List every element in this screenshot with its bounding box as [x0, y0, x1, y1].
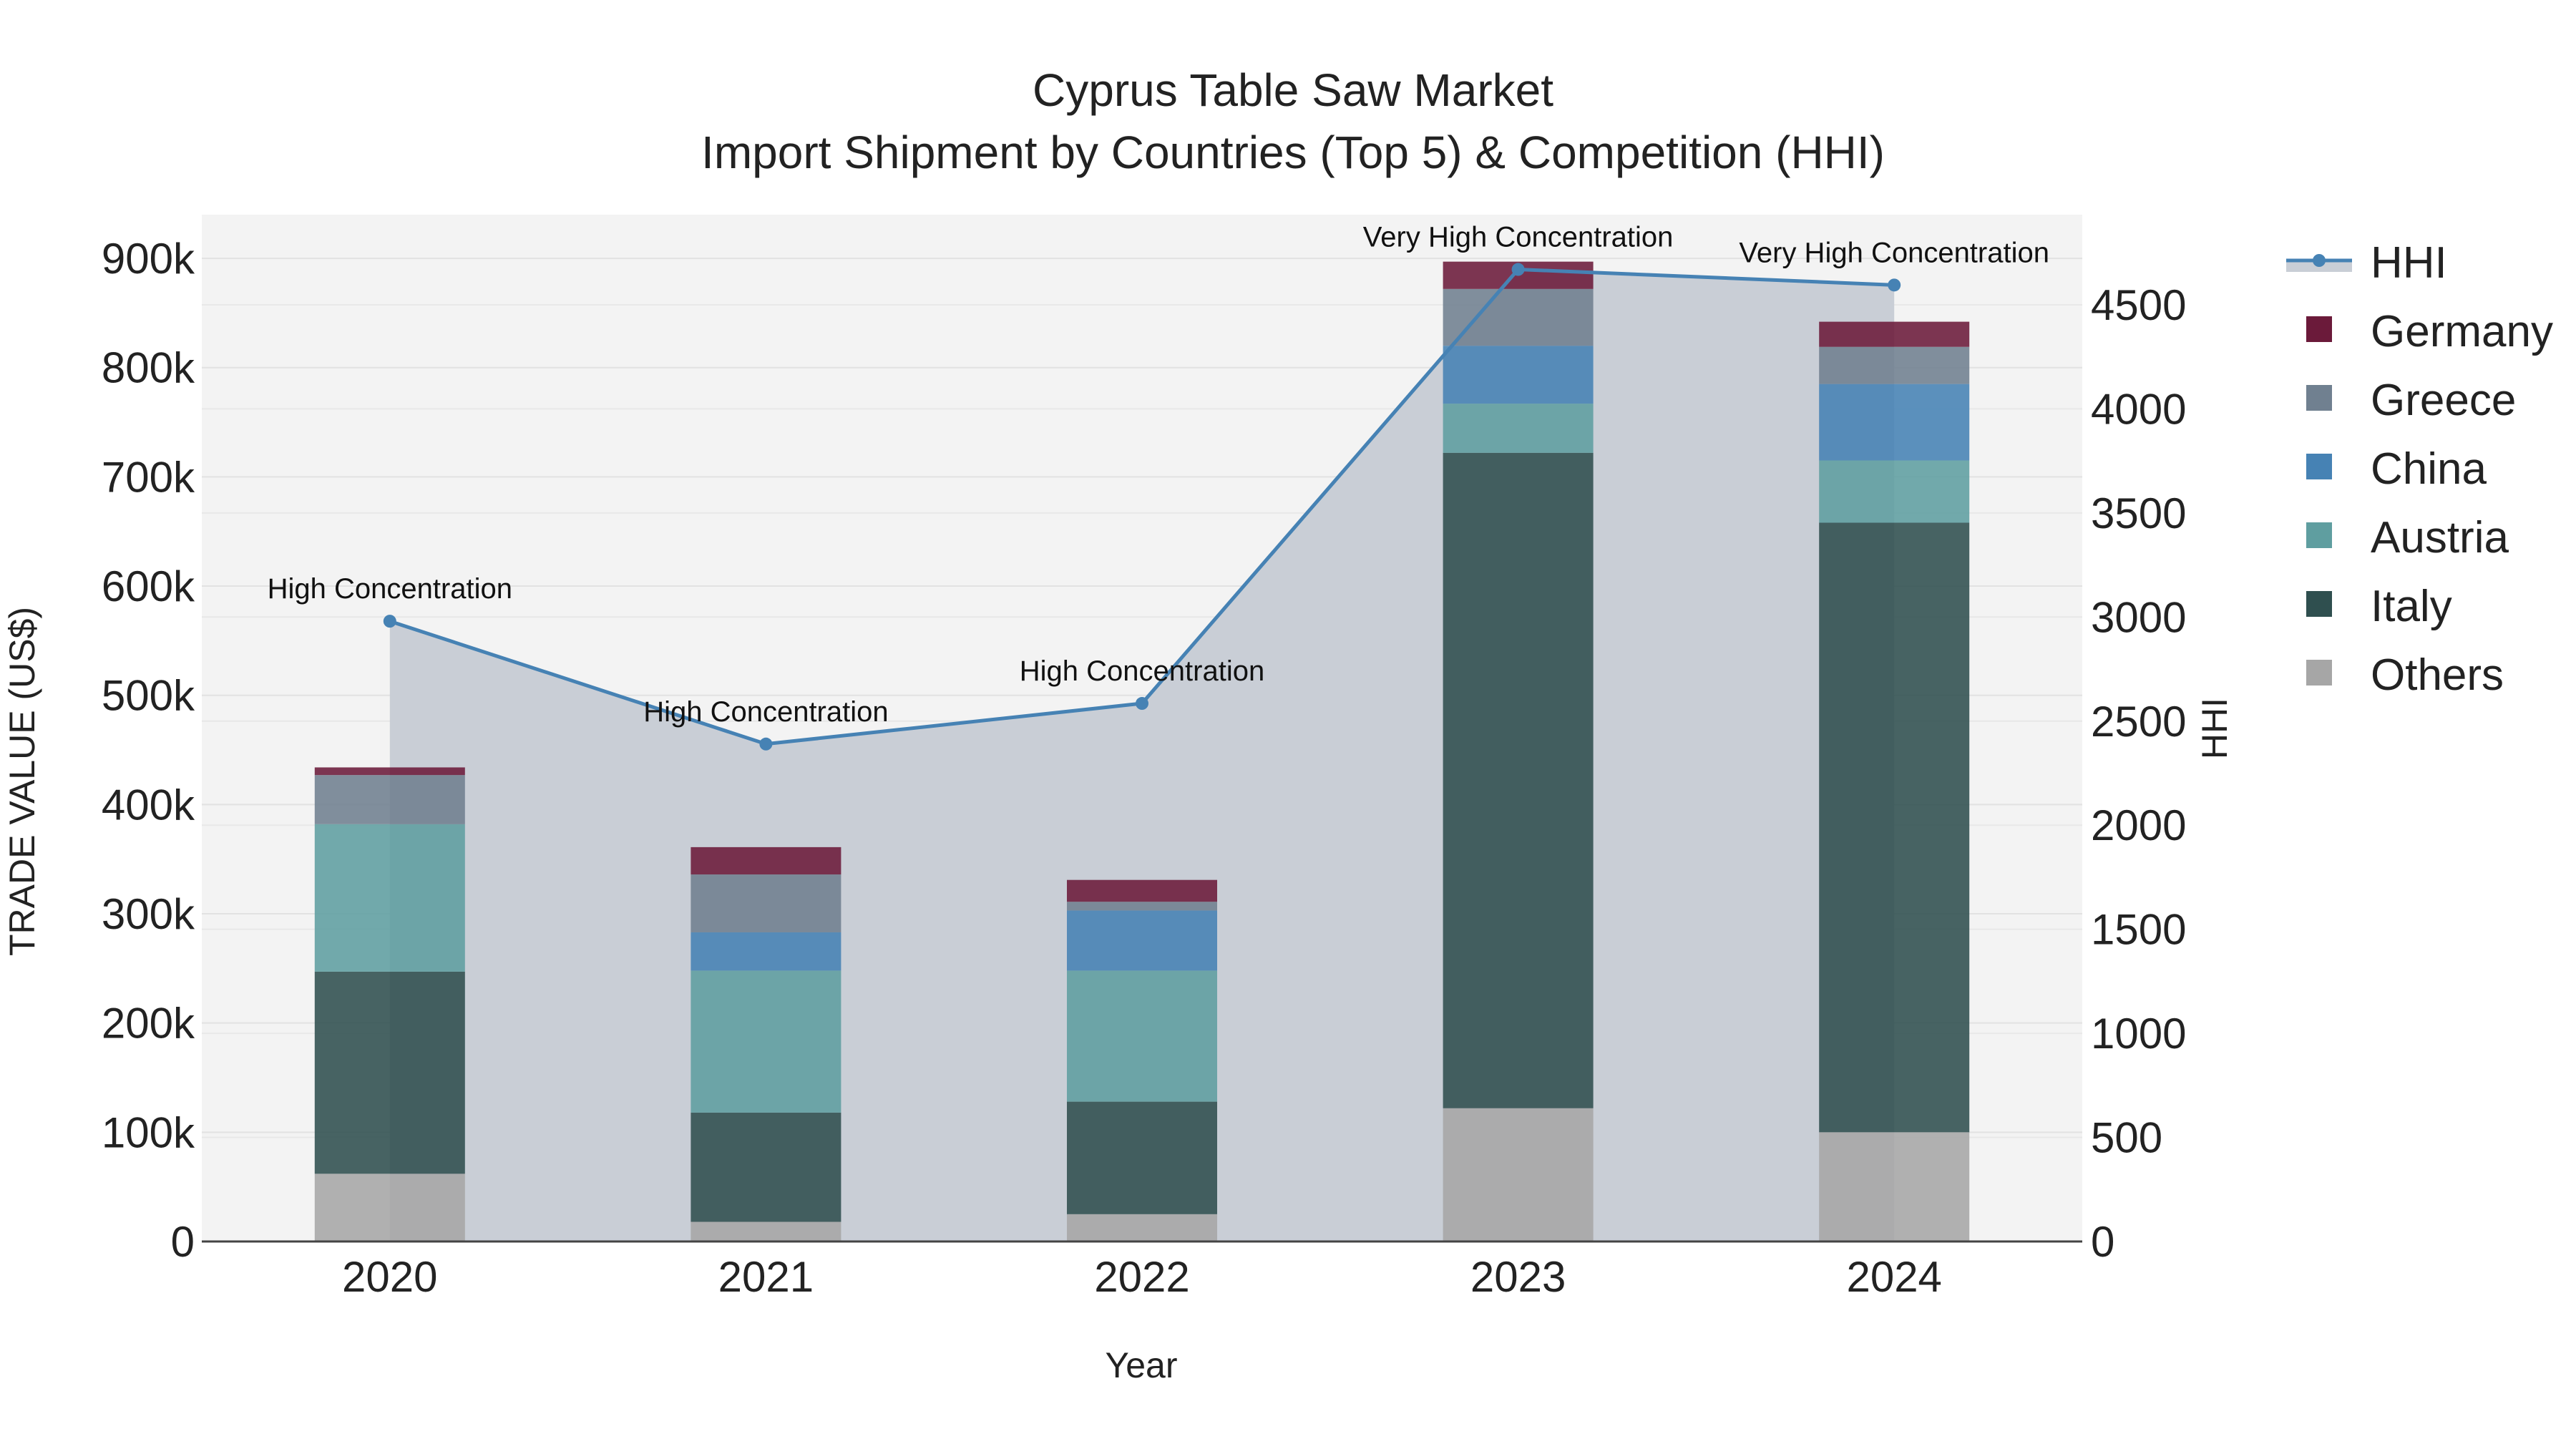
bar-china-2022 — [1067, 910, 1217, 971]
x-tick-label-2024: 2024 — [1846, 1253, 1941, 1301]
y2-axis-ticks: 0 500 1000 1500 2000 2500 3000 3500 4000 4500 — [2091, 281, 2186, 1266]
hhi-annotation-2021: High Concentration — [643, 696, 888, 728]
bar-greece-2023 — [1443, 288, 1594, 346]
hhi-point-2024 — [1888, 278, 1901, 292]
legend-swatch-greece — [2306, 385, 2332, 411]
y-axis-title: TRADE VALUE (US$) — [2, 607, 42, 956]
y2-tick-label: 4500 — [2091, 281, 2186, 329]
x-axis-ticks: 2020 2021 2022 2023 2024 — [342, 1253, 1942, 1301]
bar-austria-2023 — [1443, 404, 1594, 453]
legend-label-greece[interactable]: Greece — [2371, 376, 2516, 425]
legend-swatch-austria — [2306, 522, 2332, 548]
legend-label-germany[interactable]: Germany — [2371, 307, 2553, 356]
y-tick-label: 500k — [102, 672, 195, 720]
y-axis-ticks: 0 100k 200k 300k 400k 500k 600k 700k 800k 900k — [102, 235, 195, 1266]
bar-austria-2024 — [1819, 460, 1970, 523]
y-tick-label: 800k — [102, 344, 195, 392]
x-axis-title: Year — [1105, 1345, 1177, 1385]
bar-germany-2022 — [1067, 879, 1217, 902]
y-tick-label: 600k — [102, 562, 195, 610]
x-tick-label-2023: 2023 — [1470, 1253, 1566, 1301]
bar-italy-2021 — [691, 1112, 841, 1222]
legend-label-austria[interactable]: Austria — [2371, 513, 2509, 562]
legend: HHI Germany Greece China Austria Italy Others — [2286, 238, 2553, 700]
bar-italy-2024 — [1819, 522, 1970, 1133]
hhi-point-2022 — [1136, 697, 1148, 711]
y2-tick-label: 1000 — [2091, 1010, 2186, 1058]
bar-others-2023 — [1443, 1108, 1594, 1241]
y2-tick-label: 2500 — [2091, 698, 2186, 746]
hhi-point-2023 — [1511, 263, 1525, 276]
y2-tick-label: 2000 — [2091, 801, 2186, 849]
legend-swatch-italy — [2306, 591, 2332, 617]
legend-swatch-others — [2306, 660, 2332, 686]
legend-label-italy[interactable]: Italy — [2371, 582, 2452, 631]
legend-label-others[interactable]: Others — [2371, 650, 2504, 700]
bar-austria-2022 — [1067, 970, 1217, 1102]
annotations: High Concentration High Concentration High… — [268, 222, 2049, 728]
y2-tick-label: 3500 — [2091, 489, 2186, 537]
bar-germany-2024 — [1819, 321, 1970, 347]
y-tick-label: 700k — [102, 453, 195, 501]
bars — [314, 261, 1970, 1241]
bar-china-2024 — [1819, 384, 1970, 461]
bar-greece-2020 — [314, 775, 465, 824]
legend-marker-hhi — [2313, 254, 2326, 267]
y2-tick-label: 0 — [2091, 1218, 2114, 1266]
bar-others-2022 — [1067, 1214, 1217, 1241]
legend-swatch-china — [2306, 454, 2332, 479]
y2-tick-label: 3000 — [2091, 593, 2186, 641]
bar-italy-2023 — [1443, 452, 1594, 1108]
bar-austria-2021 — [691, 970, 841, 1113]
y-tick-label: 400k — [102, 781, 195, 829]
legend-swatch-germany — [2306, 316, 2332, 342]
y-tick-label: 0 — [171, 1218, 195, 1266]
bar-germany-2021 — [691, 847, 841, 875]
bar-others-2024 — [1819, 1132, 1970, 1241]
bar-others-2020 — [314, 1174, 465, 1241]
bar-greece-2024 — [1819, 346, 1970, 384]
hhi-annotation-2023: Very High Concentration — [1363, 222, 1674, 253]
y2-tick-label: 4000 — [2091, 385, 2186, 433]
legend-label-china[interactable]: China — [2371, 444, 2487, 494]
hhi-point-2021 — [759, 737, 773, 751]
chart-subtitle: Import Shipment by Countries (Top 5) & C… — [701, 127, 1885, 178]
bar-austria-2020 — [314, 824, 465, 972]
y2-tick-label: 500 — [2091, 1114, 2162, 1162]
hhi-annotation-2024: Very High Concentration — [1739, 237, 2049, 268]
x-tick-label-2021: 2021 — [718, 1253, 814, 1301]
legend-label-hhi[interactable]: HHI — [2371, 238, 2447, 288]
y2-axis-title: HHI — [2195, 698, 2235, 759]
chart-title: Cyprus Table Saw Market — [1033, 64, 1553, 116]
hhi-line-group — [383, 263, 1901, 751]
y-tick-label: 200k — [102, 1000, 195, 1048]
hhi-point-2020 — [383, 615, 396, 628]
bar-greece-2021 — [691, 874, 841, 932]
hhi-annotation-2020: High Concentration — [268, 573, 512, 605]
bar-italy-2022 — [1067, 1101, 1217, 1214]
x-tick-label-2022: 2022 — [1094, 1253, 1189, 1301]
bar-china-2021 — [691, 932, 841, 971]
bar-greece-2022 — [1067, 902, 1217, 911]
bar-others-2021 — [691, 1221, 841, 1241]
y-tick-label: 300k — [102, 890, 195, 938]
y-tick-label: 900k — [102, 235, 195, 283]
y-tick-label: 100k — [102, 1108, 195, 1156]
y2-tick-label: 1500 — [2091, 906, 2186, 954]
bar-germany-2020 — [314, 767, 465, 776]
bar-china-2023 — [1443, 346, 1594, 404]
hhi-annotation-2022: High Concentration — [1020, 655, 1264, 687]
x-tick-label-2020: 2020 — [342, 1253, 437, 1301]
bar-italy-2020 — [314, 971, 465, 1174]
